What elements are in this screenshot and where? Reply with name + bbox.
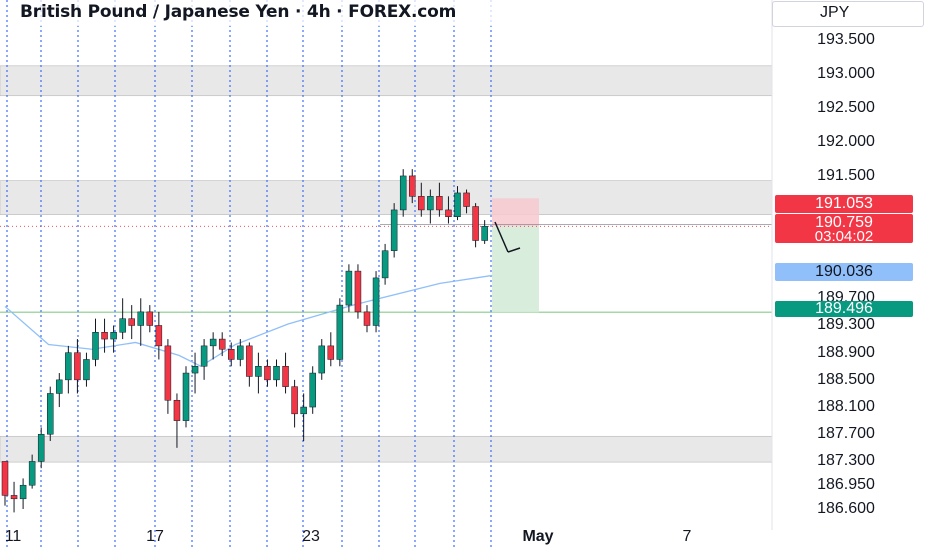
- candle-body: [445, 209, 452, 217]
- candle-body: [56, 379, 63, 394]
- candle-body: [47, 393, 54, 435]
- candle-body: [110, 332, 117, 340]
- title-backdrop: [10, 0, 670, 26]
- last-price-badge: 190.759 03:04:02: [775, 214, 913, 245]
- ma-value-badge: 190.036: [775, 263, 913, 281]
- price-tick-label: 193.500: [817, 31, 875, 48]
- last-price-value: 190.759: [815, 214, 873, 231]
- time-tick-label: 7: [682, 528, 692, 545]
- time-tick-label: 11: [4, 528, 22, 545]
- candle-body: [155, 325, 163, 347]
- candle-body: [427, 196, 434, 211]
- candle-body: [327, 345, 335, 360]
- reward-zone: [492, 226, 539, 313]
- candle-body: [264, 366, 271, 381]
- candle-body: [10, 495, 18, 500]
- candle-body: [19, 484, 27, 500]
- candle-body: [409, 175, 416, 197]
- candle-body: [92, 332, 99, 360]
- price-tick-label: 186.600: [817, 500, 875, 517]
- forecast-arrow: [494, 221, 509, 253]
- time-tick-label: 17: [146, 528, 164, 545]
- candle-body: [390, 209, 398, 251]
- forecast-arrow-head: [507, 247, 521, 253]
- currency-box[interactable]: [772, 1, 924, 27]
- candle-body: [119, 318, 126, 333]
- candle-body: [381, 250, 389, 279]
- candle-body: [354, 270, 362, 313]
- candle-body: [164, 345, 172, 401]
- candle-body: [1, 461, 9, 496]
- candle-body: [83, 359, 90, 381]
- candle-body: [454, 192, 461, 217]
- price-tick-label: 189.300: [817, 316, 875, 334]
- candle-body: [65, 352, 72, 381]
- candle-body: [363, 311, 371, 326]
- price-tick-label: 186.950: [817, 476, 875, 494]
- stop-price-badge: 189.496: [775, 301, 913, 317]
- candle-body: [255, 366, 262, 377]
- candle-body: [237, 345, 244, 360]
- price-tick-label: 192.500: [817, 98, 875, 116]
- candle-body: [291, 386, 298, 415]
- countdown-timer: 03:04:02: [814, 228, 874, 245]
- candle-body: [336, 304, 344, 360]
- candle-body: [128, 318, 135, 326]
- candle-body: [37, 433, 45, 462]
- risk-zone: [492, 198, 539, 227]
- candle-body: [146, 311, 154, 326]
- chart-title: British Pound / Japanese Yen · 4h · FORE…: [20, 2, 457, 22]
- candle-body: [399, 175, 407, 211]
- price-tick-label: 193.000: [817, 64, 875, 82]
- candle-body: [472, 206, 479, 241]
- candle-body: [200, 345, 208, 367]
- candle-body: [436, 196, 443, 211]
- candle-body: [101, 332, 108, 340]
- candle-body: [282, 366, 289, 387]
- time-tick-label: May: [522, 528, 554, 545]
- zone-3: [0, 435, 773, 463]
- candle-body: [246, 345, 253, 377]
- price-tick-label: 188.900: [817, 343, 875, 361]
- candle-body: [318, 345, 325, 374]
- zone-1: [0, 65, 773, 97]
- time-tick-label: 23: [302, 528, 320, 545]
- candle-body: [74, 352, 81, 381]
- candle-body: [28, 461, 36, 486]
- candle-body: [182, 372, 190, 421]
- price-tick-label: 187.300: [817, 452, 875, 470]
- price-tick-label: 191.500: [817, 166, 875, 184]
- price-tick-label: 192.000: [817, 132, 875, 150]
- candle-body: [418, 196, 425, 211]
- candle-body: [273, 366, 280, 381]
- zone-2: [0, 180, 773, 215]
- candle-body: [345, 270, 353, 306]
- candle-body: [173, 399, 181, 421]
- price-tick-label: 188.100: [817, 398, 875, 416]
- price-tick-label: 188.500: [817, 370, 875, 388]
- price-tick-label: 187.700: [817, 425, 875, 443]
- candle-body: [463, 192, 470, 207]
- candle-body: [191, 366, 199, 374]
- candle-body: [209, 338, 217, 347]
- candle-body: [228, 349, 235, 360]
- candle-body: [300, 406, 307, 415]
- currency-label: JPY: [820, 4, 850, 21]
- target-price-badge: 191.053: [775, 195, 913, 213]
- candle-body: [481, 225, 488, 241]
- candle-body: [137, 311, 144, 326]
- candle-body: [218, 338, 226, 350]
- candle-body: [309, 372, 316, 408]
- candle-body: [372, 277, 380, 326]
